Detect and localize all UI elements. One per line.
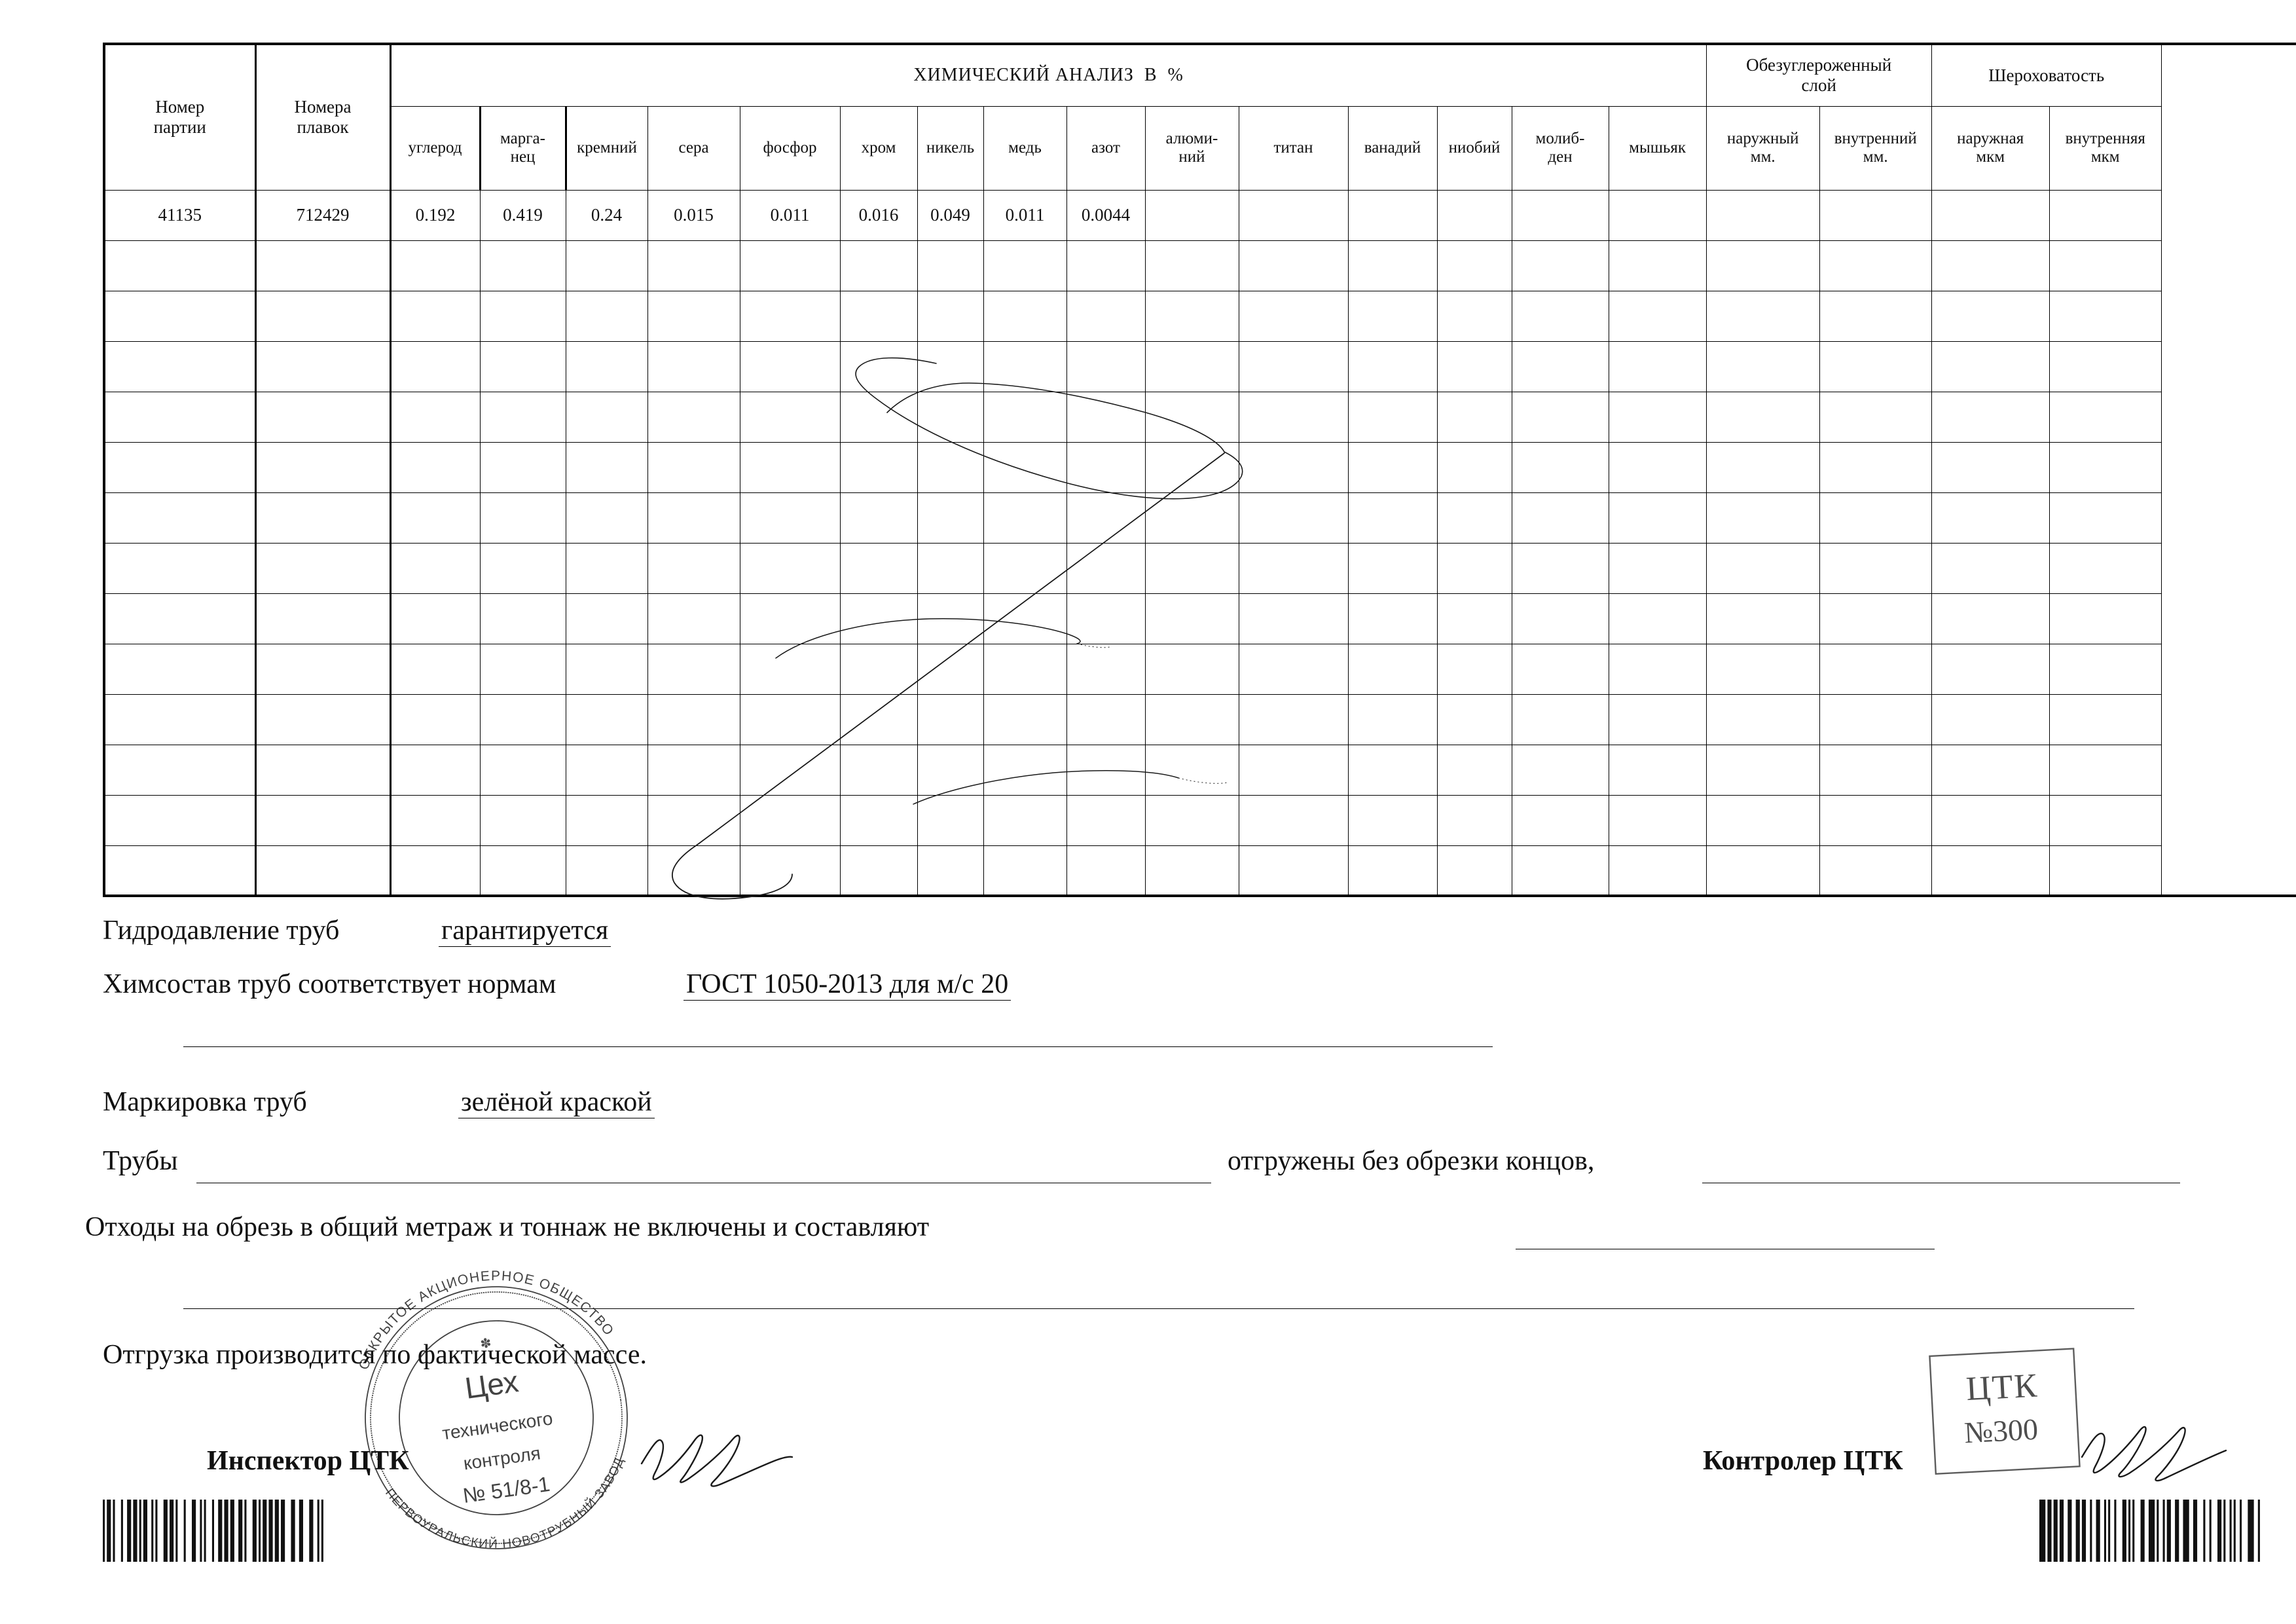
svg-text:Цех: Цех (463, 1364, 520, 1405)
svg-text:✽: ✽ (479, 1336, 492, 1352)
svg-text:«ПЕРВОУРАЛЬСКИЙ НОВОТРУБНЫЙ ЗА: «ПЕРВОУРАЛЬСКИЙ НОВОТРУБНЫЙ ЗАВОД» (319, 1240, 637, 1572)
svg-text:контроля: контроля (462, 1443, 542, 1473)
svg-text:технического: технического (441, 1408, 554, 1443)
svg-text:№300: №300 (1963, 1412, 2039, 1450)
svg-text:ЦТК: ЦТК (1965, 1367, 2039, 1408)
svg-text:ОТКРЫТОЕ АКЦИОНЕРНОЕ ОБЩЕСТВО: ОТКРЫТОЕ АКЦИОНЕРНОЕ ОБЩЕСТВО (345, 1251, 618, 1374)
svg-text:№ 51/8-1: № 51/8-1 (462, 1472, 552, 1507)
